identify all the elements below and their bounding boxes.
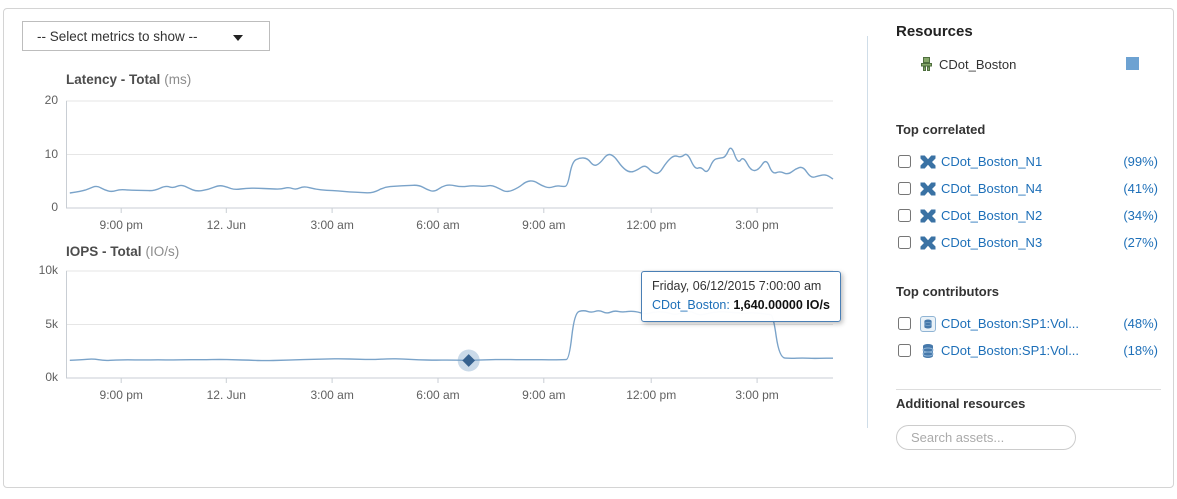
y-axis-label: 0k <box>45 370 58 384</box>
x-axis-label: 3:00 pm <box>735 388 779 402</box>
correlated-link[interactable]: CDot_Boston_N3 <box>941 235 1043 250</box>
correlated-item: CDot_Boston_N3 (27%) <box>896 229 1166 256</box>
x-axis-label: 3:00 am <box>310 218 354 232</box>
x-axis-label: 12. Jun <box>206 218 246 232</box>
x-axis-label: 9:00 am <box>522 218 566 232</box>
correlated-item: CDot_Boston_N1 (99%) <box>896 148 1166 175</box>
x-axis-label: 3:00 pm <box>735 218 779 232</box>
contributor-item: CDot_Boston:SP1:Vol... (18%) <box>896 337 1166 364</box>
latency-line-chart <box>66 100 834 213</box>
correlation-percent: (27%) <box>1123 235 1158 250</box>
resources-title: Resources <box>896 23 973 40</box>
tooltip-value-row: CDot_Boston: 1,640.00000 IO/s <box>652 296 830 315</box>
y-axis-label: 0 <box>51 200 58 214</box>
correlated-link[interactable]: CDot_Boston_N2 <box>941 208 1043 223</box>
y-axis-label: 20 <box>44 93 58 107</box>
correlated-checkbox[interactable] <box>898 236 911 249</box>
additional-resources-title: Additional resources <box>896 396 1026 411</box>
correlation-percent: (99%) <box>1123 154 1158 169</box>
x-axis-label: 9:00 am <box>522 388 566 402</box>
x-axis-label: 12:00 pm <box>626 388 677 402</box>
data-point-marker[interactable] <box>462 354 476 367</box>
tooltip-date: Friday, 06/12/2015 7:00:00 am <box>652 279 822 293</box>
node-icon <box>919 155 937 169</box>
top-contributors-list: CDot_Boston:SP1:Vol... (48%) CDot_Boston… <box>896 310 1166 364</box>
contributor-link[interactable]: CDot_Boston:SP1:Vol... <box>941 316 1080 331</box>
node-icon <box>919 236 937 250</box>
x-axis-label: 3:00 am <box>310 388 354 402</box>
correlation-percent: (34%) <box>1123 208 1158 223</box>
latency-chart-title: Latency - Total (ms) <box>66 72 192 87</box>
node-icon <box>919 182 937 196</box>
contributor-checkbox[interactable] <box>898 317 911 330</box>
correlated-checkbox[interactable] <box>898 155 911 168</box>
contribution-percent: (18%) <box>1123 343 1158 358</box>
x-axis-label: 9:00 pm <box>99 388 143 402</box>
x-axis-label: 6:00 am <box>416 218 460 232</box>
x-axis-label: 12:00 pm <box>626 218 677 232</box>
node-icon <box>919 209 937 223</box>
tooltip-value: 1,640.00000 IO/s <box>733 297 830 312</box>
sidebar-divider <box>867 36 868 428</box>
chevron-down-icon <box>233 35 243 41</box>
metrics-panel: -- Select metrics to show -- Latency - T… <box>3 8 1174 488</box>
top-correlated-title: Top correlated <box>896 122 986 137</box>
contribution-percent: (48%) <box>1123 316 1158 331</box>
line-series <box>69 147 834 194</box>
x-axis-label: 6:00 am <box>416 388 460 402</box>
volume-icon <box>919 343 937 359</box>
correlated-link[interactable]: CDot_Boston_N1 <box>941 154 1043 169</box>
metrics-select-label: -- Select metrics to show -- <box>37 28 198 44</box>
contributor-checkbox[interactable] <box>898 344 911 357</box>
resource-color-swatch <box>1126 57 1139 70</box>
resource-row[interactable]: CDot_Boston <box>921 55 1166 73</box>
correlated-checkbox[interactable] <box>898 209 911 222</box>
storage-system-icon <box>921 57 932 71</box>
x-axis-label: 9:00 pm <box>99 218 143 232</box>
metrics-select[interactable]: -- Select metrics to show -- <box>22 21 270 51</box>
top-correlated-list: CDot_Boston_N1 (99%) CDot_Boston_N4 (41%… <box>896 148 1166 256</box>
correlated-checkbox[interactable] <box>898 182 911 195</box>
correlated-link[interactable]: CDot_Boston_N4 <box>941 181 1043 196</box>
x-axis-label: 12. Jun <box>206 388 246 402</box>
resource-name: CDot_Boston <box>939 56 1017 72</box>
contributor-item: CDot_Boston:SP1:Vol... (48%) <box>896 310 1166 337</box>
sidebar-section-divider <box>896 389 1161 390</box>
contributor-link[interactable]: CDot_Boston:SP1:Vol... <box>941 343 1080 358</box>
search-assets-input[interactable] <box>896 425 1076 450</box>
iops-chart-title: IOPS - Total (IO/s) <box>66 244 180 259</box>
correlation-percent: (41%) <box>1123 181 1158 196</box>
y-axis-label: 10k <box>38 263 58 277</box>
y-axis-label: 5k <box>45 316 58 331</box>
chart-tooltip: Friday, 06/12/2015 7:00:00 am CDot_Bosto… <box>641 271 841 322</box>
y-axis-label: 10 <box>44 146 58 161</box>
internal-volume-icon <box>919 315 937 332</box>
latency-chart-plot[interactable]: 0 10 20 9:00 pm 12. Jun 3:00 am 6:00 am 9:00 am… <box>45 93 834 232</box>
correlated-item: CDot_Boston_N2 (34%) <box>896 202 1166 229</box>
tooltip-series-label: CDot_Boston: <box>652 297 730 312</box>
correlated-item: CDot_Boston_N4 (41%) <box>896 175 1166 202</box>
top-contributors-title: Top contributors <box>896 284 1000 299</box>
